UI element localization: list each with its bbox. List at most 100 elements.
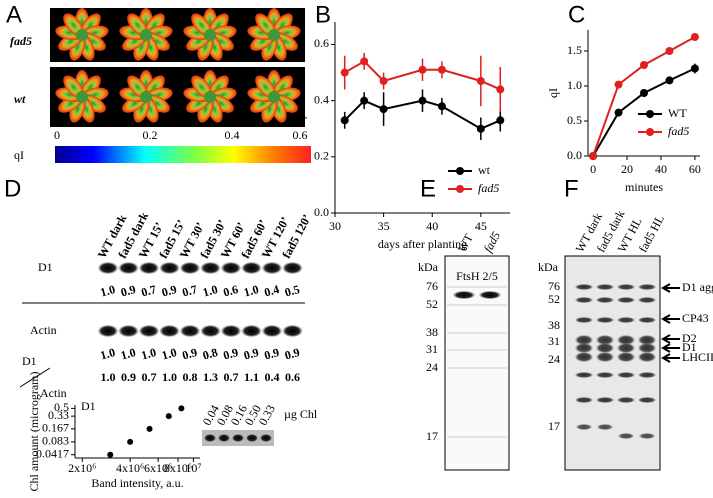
ratio-value: 0.4 — [265, 370, 280, 384]
band — [218, 434, 230, 442]
y-tick-label: 0.33 — [48, 408, 69, 422]
data-point — [178, 405, 185, 412]
band — [596, 284, 614, 290]
data-point — [340, 116, 349, 125]
band — [596, 335, 614, 345]
x-axis-label: days after planting — [378, 237, 467, 251]
band-value: 0.9 — [283, 345, 301, 362]
marker-label: 31 — [548, 334, 560, 348]
band — [617, 372, 635, 378]
band-value: 0.9 — [222, 345, 240, 362]
ratio-value: 1.1 — [244, 370, 259, 384]
band-value: 1.0 — [242, 282, 260, 299]
arrow — [660, 314, 680, 324]
marker-label: 24 — [548, 352, 560, 366]
band-value: 0.9 — [181, 345, 199, 362]
band — [575, 343, 593, 353]
ratio-value: 0.8 — [183, 370, 198, 384]
band — [638, 397, 656, 403]
band — [479, 291, 501, 299]
annotation: D1 agg. — [682, 280, 713, 294]
x-tick-label: 35 — [378, 219, 390, 233]
panel-letter: D — [4, 175, 21, 202]
marker-label: 17 — [426, 429, 438, 443]
marker-label: 38 — [548, 318, 560, 332]
data-point — [165, 413, 172, 420]
x-axis-label: minutes — [625, 180, 663, 194]
ratio-value: 1.0 — [162, 370, 177, 384]
band — [241, 325, 262, 337]
lane-label: fad5 — [481, 229, 503, 254]
data-point — [379, 76, 388, 85]
colorbar-tick-label: 0.4 — [225, 128, 240, 142]
band-value: 1.0 — [140, 345, 158, 362]
marker-label: 38 — [426, 325, 438, 339]
data-point — [665, 76, 674, 85]
row-label: fad5 — [10, 34, 32, 48]
band — [200, 262, 221, 274]
colorbar-tick-label: 0.2 — [143, 128, 158, 142]
x-tick-label: 20 — [621, 162, 633, 176]
legend-label: fad5 — [478, 181, 499, 195]
data-point — [437, 102, 446, 111]
legend-label: WT — [668, 106, 687, 120]
y-axis-label: Chl amount (microgram) — [27, 372, 41, 492]
band-value: 0.7 — [140, 282, 158, 299]
x-tick-label: 2x10⁶ — [68, 461, 96, 475]
ratio-value: 0.7 — [224, 370, 239, 384]
ratio-value: 0.7 — [142, 370, 157, 384]
band — [596, 372, 614, 378]
ratio-slash — [19, 367, 51, 388]
data-point — [146, 425, 153, 432]
blot — [444, 255, 510, 471]
band-value: 1.0 — [99, 345, 117, 362]
panel-letter: A — [6, 1, 22, 28]
band — [638, 284, 656, 290]
band — [241, 262, 262, 274]
band — [617, 397, 635, 403]
data-point — [640, 61, 648, 69]
band — [180, 262, 200, 274]
band-value: 1.0 — [201, 282, 219, 299]
data-point — [379, 105, 388, 114]
band — [639, 433, 655, 439]
rosette-center — [204, 29, 216, 41]
data-point — [640, 89, 648, 97]
arrow — [660, 353, 680, 363]
y-tick-label: 0.4 — [314, 92, 329, 106]
band-value: 0.7 — [181, 282, 199, 299]
x-tick-label: 45 — [475, 219, 487, 233]
band — [575, 335, 593, 345]
band — [638, 297, 656, 303]
unit-label: kDa — [538, 260, 559, 274]
legend-marker — [456, 167, 464, 175]
arrow — [660, 283, 680, 293]
x-tick-label: 30 — [329, 219, 341, 233]
band — [617, 335, 635, 345]
ratio-value: 0.9 — [121, 370, 136, 384]
band — [638, 352, 656, 362]
data-point — [614, 80, 623, 89]
band — [575, 284, 593, 290]
band — [98, 262, 118, 274]
band-value: 0.5 — [283, 282, 301, 299]
band-value: 1.0 — [119, 345, 137, 362]
annotation: D2 — [682, 331, 697, 345]
band — [638, 317, 656, 323]
data-point — [437, 65, 446, 74]
band — [575, 372, 593, 378]
band — [98, 325, 118, 337]
band — [282, 325, 303, 337]
chart-title: D1 — [81, 399, 96, 413]
row-label: D1 — [38, 260, 53, 274]
marker-label: 52 — [548, 292, 560, 306]
antibody-label: FtsH 2/5 — [456, 269, 498, 283]
band — [576, 424, 592, 430]
band — [221, 325, 241, 337]
panel-letter: C — [568, 1, 585, 28]
rosette-center — [76, 91, 88, 103]
band-value: 0.9 — [119, 282, 137, 299]
band — [139, 325, 159, 337]
